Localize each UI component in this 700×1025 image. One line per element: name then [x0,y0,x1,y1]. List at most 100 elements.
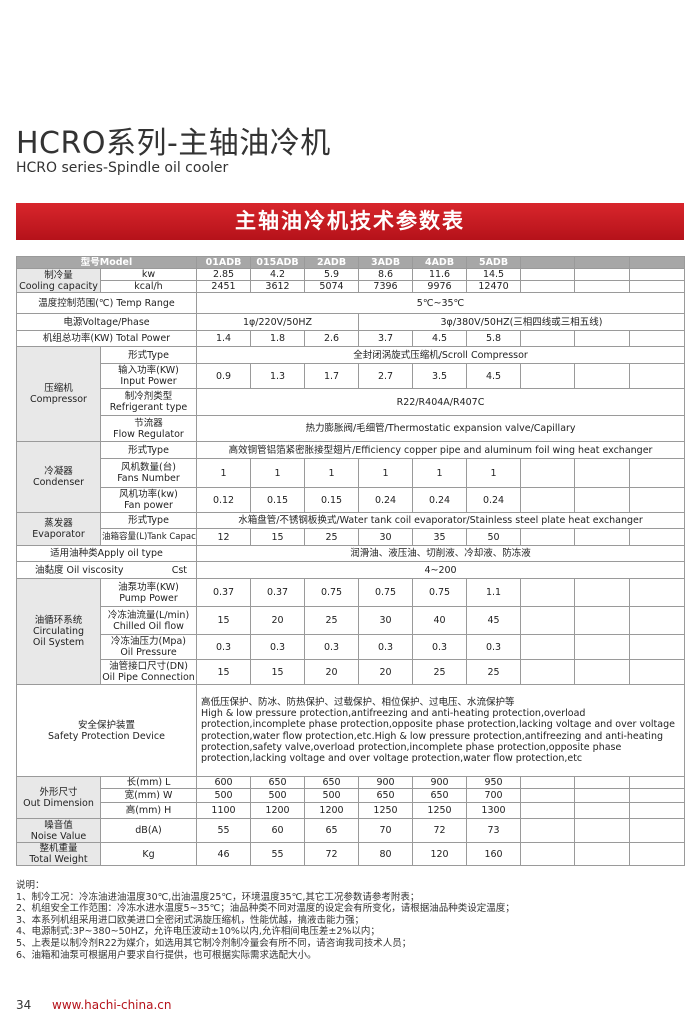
title: HCRO系列-主轴油冷机 [16,126,331,161]
value-cell: 1 [250,458,306,488]
value-cell: 3.5 [412,363,468,389]
blank-cell [629,330,686,347]
cell: 节流器 Flow Regulator [99,415,198,442]
blank-cell [520,458,576,488]
value-cell: 1200 [250,802,306,819]
spec-table: 型号Model 01ADB 015ADB 2ADB 3ADB 4ADB 5ADB 制冷量 C… [15,256,686,866]
note: 4、电源制式:3P~380~50HZ，允许电压波动±10%以内,允许相间电压差±… [16,926,380,938]
cell: dB(A) [99,818,198,843]
value-cell: 650 [358,788,414,803]
value-cell: 0.3 [412,634,468,660]
banner: 主轴油冷机技术参数表 [16,203,684,240]
value-cell: 15 [250,659,306,685]
value-cell: 60 [250,818,306,843]
value-cell: 0.24 [358,487,414,513]
value-cell: 8.6 [358,268,414,281]
value-cell: 4.2 [250,268,306,281]
value-cell: 72 [412,818,468,843]
blank-cell [520,818,576,843]
cell: 形式Type [99,512,198,529]
row: 油箱容量(L)Tank Capacity 12 15 25 30 35 50 [17,528,686,546]
value-cell: 500 [304,788,360,803]
label: 油泵功率(KW) [118,581,179,593]
value-cell: 70 [358,818,414,843]
cell: 制冷剂类型 Refrigerant type [99,388,198,416]
text: 高低压保护、防冰、防热保护、过载保护、相位保护、过电压、水流保护等 [201,696,515,708]
cell: 型号Model [15,256,198,269]
value-cell: 1 [196,458,252,488]
value-cell: 11.6 [412,268,468,281]
value-cell: 1.8 [250,330,306,347]
value-cell: 2ADB [304,256,360,269]
value-cell: 500 [196,788,252,803]
label: 噪音值 [44,819,73,831]
label: Cooling capacity [19,280,98,292]
value-cell: 40 [412,606,468,635]
value-cell: 1100 [196,802,252,819]
blank-cell [629,256,686,269]
value-cell: 5.8 [466,330,522,347]
value-cell: 0.3 [304,634,360,660]
blank-cell [629,659,686,685]
value-cell: 20 [304,659,360,685]
label: Fan power [124,500,173,511]
value-cell: 0.75 [412,578,468,607]
note: 5、上表是以制冷剂R22为媒介，如选用其它制冷剂制冷量会有所不同，请咨询我司技术… [16,937,412,949]
blank-cell [574,659,631,685]
label: 冷冻油压力(Mpa) [111,636,186,647]
cell: 油黏度 Oil viscosity Cst [15,561,198,579]
blank-cell [520,528,576,546]
website[interactable]: www.hachi-china.cn [52,998,172,1012]
cell: 冷冻油压力(Mpa) Oil Pressure [99,634,198,660]
value-cell: 14.5 [466,268,522,281]
cell: 整机重量 Total Weight [16,842,101,866]
cell: 3φ/380V/50HZ(三相四线或三相五线) [358,313,686,331]
label: 制冷剂类型 [124,391,173,402]
value-cell: 20 [250,606,306,635]
value-cell: 72 [304,842,360,866]
label: Safety Protection Device [48,730,165,742]
value-cell: 3ADB [358,256,414,269]
label: Pump Power [119,592,178,604]
value-cell: 5074 [304,280,360,293]
value-cell: 73 [466,818,522,843]
label: Oil Pipe Connection [102,672,195,683]
value-cell: 9976 [412,280,468,293]
cell: 4~200 [196,561,686,579]
value-cell: 1.3 [250,363,306,389]
row: 风机功率(kw) Fan power 0.12 0.15 0.15 0.24 0.24 0.… [17,487,686,513]
label: 整机重量 [39,843,78,855]
row: 蒸发器 Evaporator 形式Type 水箱盘管/不锈钢板换式/Water t… [16,512,686,546]
value-cell: 160 [466,842,522,866]
label: 油黏度 Oil viscosity [35,564,124,576]
label: 冷凝器 [44,466,73,477]
blank-cell [629,788,686,803]
row: 冷凝器 Condenser 形式Type 高效铜管铝箔紧密胀接型翅片/Effici… [16,441,686,513]
blank-cell [629,802,686,819]
row: 整机重量 Total Weight Kg 46 55 72 80 120 160 [16,842,686,866]
cell: 蒸发器 Evaporator [16,512,101,546]
value-cell: 650 [250,776,306,789]
label: Refrigerant type [109,402,188,413]
row: 制冷剂类型 Refrigerant type R22/R404A/R407C [17,388,686,416]
blank-cell [574,363,631,389]
blank-cell [629,842,686,866]
cell: 电源Voltage/Phase [15,313,198,331]
label: Input Power [120,376,177,387]
value-cell: 0.15 [250,487,306,513]
blank-cell [520,776,576,789]
value-cell: 1 [466,458,522,488]
value-cell: 1300 [466,802,522,819]
blank-cell [574,330,631,347]
value-cell: 650 [304,776,360,789]
value-cell: 0.9 [196,363,252,389]
label: Noise Value [30,830,87,842]
blank-cell [520,634,576,660]
value-cell: 4.5 [412,330,468,347]
cell: 水箱盘管/不锈钢板换式/Water tank coil evaporator/S… [196,512,686,529]
cell: 制冷量 Cooling capacity [16,268,101,293]
header-row: 型号Model 01ADB 015ADB 2ADB 3ADB 4ADB 5ADB [15,256,686,269]
blank-cell [520,256,576,269]
